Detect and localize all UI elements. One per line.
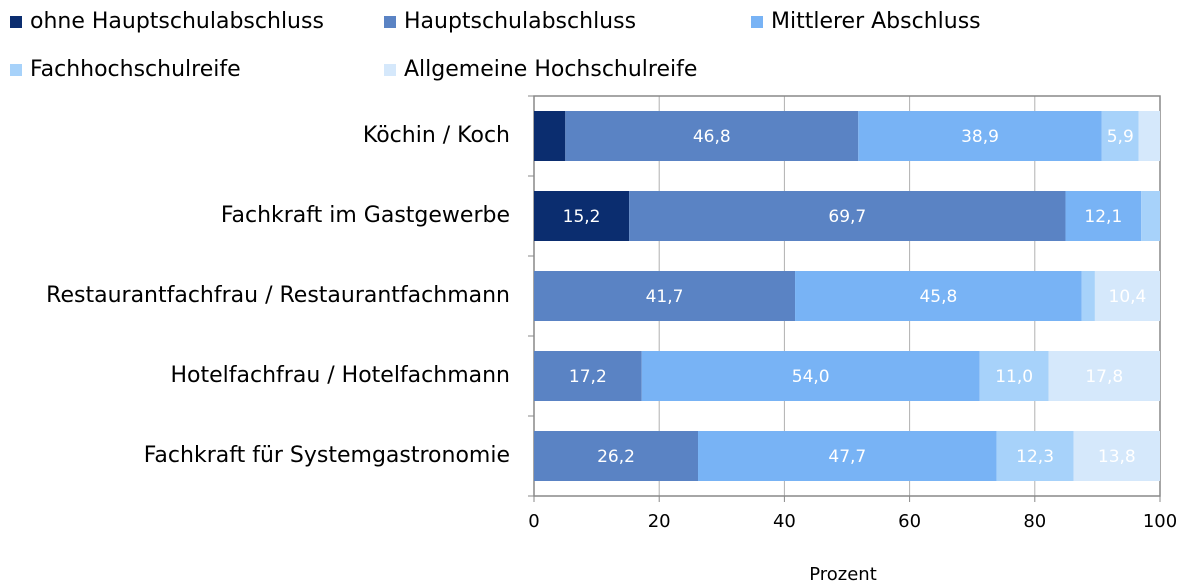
legend-label: Allgemeine Hochschulreife [404,57,697,82]
bar-segment [534,351,642,401]
legend-label: Hauptschulabschluss [404,9,636,34]
x-axis-label: Prozent [809,564,877,583]
y-tick-label: Köchin / Koch [363,123,510,148]
x-tick-label: 100 [1143,511,1177,532]
x-tick-label: 40 [773,511,796,532]
bar-segment [534,431,699,481]
data-label: 41,7 [646,287,684,307]
x-tick-label: 60 [898,511,921,532]
bar-segment [1048,351,1160,401]
data-label: 45,8 [919,287,957,307]
bar-segment [795,271,1082,321]
bar-segment [534,111,566,161]
bar-segment [1065,191,1142,241]
bar-segment [641,351,980,401]
bar-segment [565,111,859,161]
bar-segment [534,191,630,241]
data-label: 12,1 [1084,207,1122,227]
data-label: 17,8 [1085,367,1123,387]
bar-segment [858,111,1102,161]
y-tick-label: Restaurantfachfrau / Restaurantfachmann [46,283,510,308]
bar-segment [629,191,1066,241]
legend-swatch [751,16,763,28]
bar-segment [1101,111,1139,161]
y-tick-label: Hotelfachfrau / Hotelfachmann [171,363,511,388]
data-label: 13,8 [1098,447,1136,467]
data-label: 10,4 [1109,287,1147,307]
data-label: 12,3 [1016,447,1054,467]
data-label: 17,2 [569,367,607,387]
x-tick-label: 80 [1023,511,1046,532]
y-tick-label: Fachkraft im Gastgewerbe [221,203,510,228]
legend-label: Mittlerer Abschluss [771,9,981,34]
bar-segment [534,271,796,321]
bar-segment [996,431,1074,481]
legend-label: Fachhochschulreife [30,57,241,82]
data-label: 38,9 [961,127,999,147]
data-label: 11,0 [995,367,1033,387]
data-label: 47,7 [828,447,866,467]
data-label: 26,2 [597,447,635,467]
bar-segment [1141,191,1160,241]
x-tick-label: 0 [528,511,539,532]
bar-segment [698,431,997,481]
data-label: 46,8 [693,127,731,147]
legend-swatch [10,64,22,76]
bar-segment [1138,111,1160,161]
data-label: 54,0 [792,367,830,387]
bar-segment [1073,431,1160,481]
bar-segment [979,351,1049,401]
y-tick-label: Fachkraft für Systemgastronomie [144,443,510,468]
legend-label: ohne Hauptschulabschluss [30,9,324,34]
legend-swatch [384,64,396,76]
data-label: 69,7 [828,207,866,227]
legend-swatch [384,16,396,28]
bar-segment [1094,271,1160,321]
legend-swatch [10,16,22,28]
x-tick-label: 20 [648,511,671,532]
data-label: 5,9 [1107,127,1134,147]
data-label: 15,2 [563,207,601,227]
bar-segment [1081,271,1095,321]
